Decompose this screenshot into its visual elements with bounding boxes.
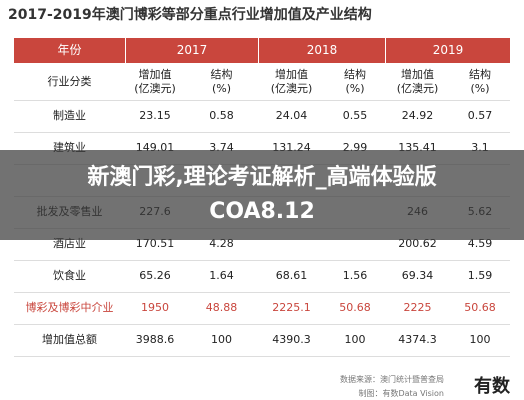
table-cell: 24.92 — [401, 109, 434, 123]
table-cell: 1.56 — [342, 269, 368, 283]
logo: 有数 — [474, 376, 510, 397]
table-cell: 4374.3 — [398, 333, 437, 347]
table-cell: 1.64 — [209, 269, 234, 283]
row-line — [14, 292, 510, 293]
row-line — [14, 356, 510, 357]
table-cell: 制造业 — [53, 109, 86, 123]
table-cell: 23.15 — [139, 109, 171, 123]
table-cell: 100 — [211, 333, 232, 347]
table-cell: 200.62 — [398, 237, 437, 251]
table-cell: 酒店业 — [53, 237, 86, 251]
table-cell: 50.68 — [339, 301, 371, 315]
table-cell: 1950 — [141, 301, 169, 315]
header-cell: 2017 — [125, 38, 258, 63]
sub-header: 增加值 (亿澳元) — [134, 67, 176, 95]
credit: 制图：有数Data Vision — [358, 389, 444, 398]
row-line — [14, 100, 510, 101]
table-cell: 48.88 — [205, 301, 238, 315]
sub-header: 结构 (%) — [344, 67, 366, 95]
sub-header: 结构 (%) — [210, 67, 233, 95]
title: 2017-2019年澳门博彩等部分重点行业增加值及产业结构 — [8, 7, 372, 23]
header-cell: 2019 — [385, 38, 510, 63]
table-cell: 2225 — [403, 301, 432, 315]
sub-header: 增加值 (亿澳元) — [396, 67, 439, 95]
table-cell: 65.26 — [139, 269, 171, 283]
table-cell: 68.61 — [275, 269, 308, 283]
table-cell: 饮食业 — [53, 269, 86, 283]
table-cell: 4390.3 — [272, 333, 311, 347]
table-cell: 50.68 — [464, 301, 496, 315]
banner: 新澳门彩,理论考证解析_高端体验版COA8.12 — [0, 150, 524, 240]
table-cell: 24.04 — [275, 109, 308, 123]
table-cell: 0.58 — [209, 109, 234, 123]
table-cell: 增加值总额 — [42, 333, 97, 347]
banner-text: 新澳门彩,理论考证解析_高端体验版COA8.12 — [87, 165, 437, 224]
row-line — [14, 132, 510, 133]
table-cell: 170.51 — [135, 237, 175, 251]
sub-header: 结构 (%) — [469, 67, 491, 95]
table-cell: 1.59 — [467, 269, 493, 283]
row-line — [14, 324, 510, 325]
table-cell: 4.28 — [209, 237, 234, 251]
header-cell: 年份 — [14, 38, 125, 63]
header-cell: 2018 — [258, 38, 385, 63]
sub-header: 行业分类 — [47, 74, 92, 88]
table-cell: 69.34 — [401, 269, 434, 283]
table-cell: 100 — [344, 333, 366, 347]
sub-header: 增加值 (亿澳元) — [270, 67, 313, 95]
table-cell: 100 — [469, 333, 491, 347]
table-cell: 0.57 — [467, 109, 493, 123]
source: 数据来源：澳门统计暨普查局 — [340, 375, 444, 384]
table-cell: 博彩及博彩中介业 — [25, 301, 114, 315]
row-line — [14, 260, 510, 261]
table-cell: 4.59 — [467, 237, 493, 251]
table-cell: 0.55 — [342, 109, 368, 123]
table-cell: 2225.1 — [272, 301, 311, 315]
table-cell: 3988.6 — [135, 333, 175, 347]
